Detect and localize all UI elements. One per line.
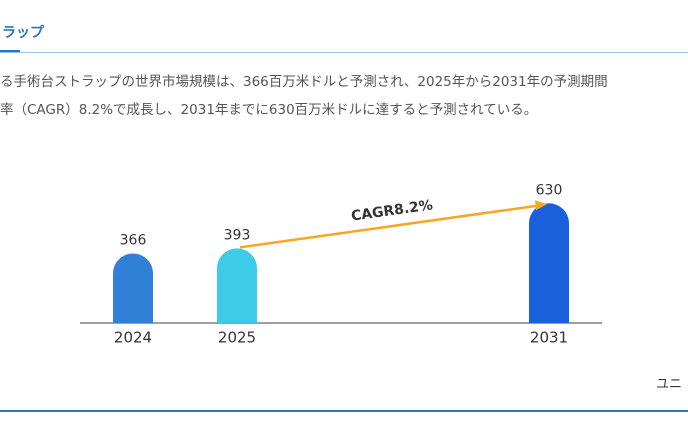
tab-indicator [0,50,20,53]
value-label: 393 [224,227,251,243]
value-label: 630 [536,182,563,198]
cagr-arrow [239,204,540,249]
x-tick-label: 2031 [530,329,568,347]
arrow-head [535,200,547,211]
divider [0,52,688,53]
divider [0,410,688,412]
cagr-label: CAGR8.2% [350,197,434,224]
description-line: る手術台ストラップの世界市場規模は、366百万米ドルと予測され、2025年から2… [0,74,608,90]
description: る手術台ストラップの世界市場規模は、366百万米ドルと予測され、2025年から2… [0,68,688,124]
x-tick-label: 2025 [218,329,256,347]
description-line: 率（CAGR）8.2%で成長し、2031年までに630百万米ドルに達すると予測さ… [0,102,538,118]
value-label: 366 [120,232,147,248]
unit-label: ユニ [656,377,683,392]
bar [217,248,257,323]
bar [113,253,153,323]
x-tick-label: 2024 [114,329,152,347]
bar [529,203,569,323]
tab-label[interactable]: ラップ [2,25,44,41]
